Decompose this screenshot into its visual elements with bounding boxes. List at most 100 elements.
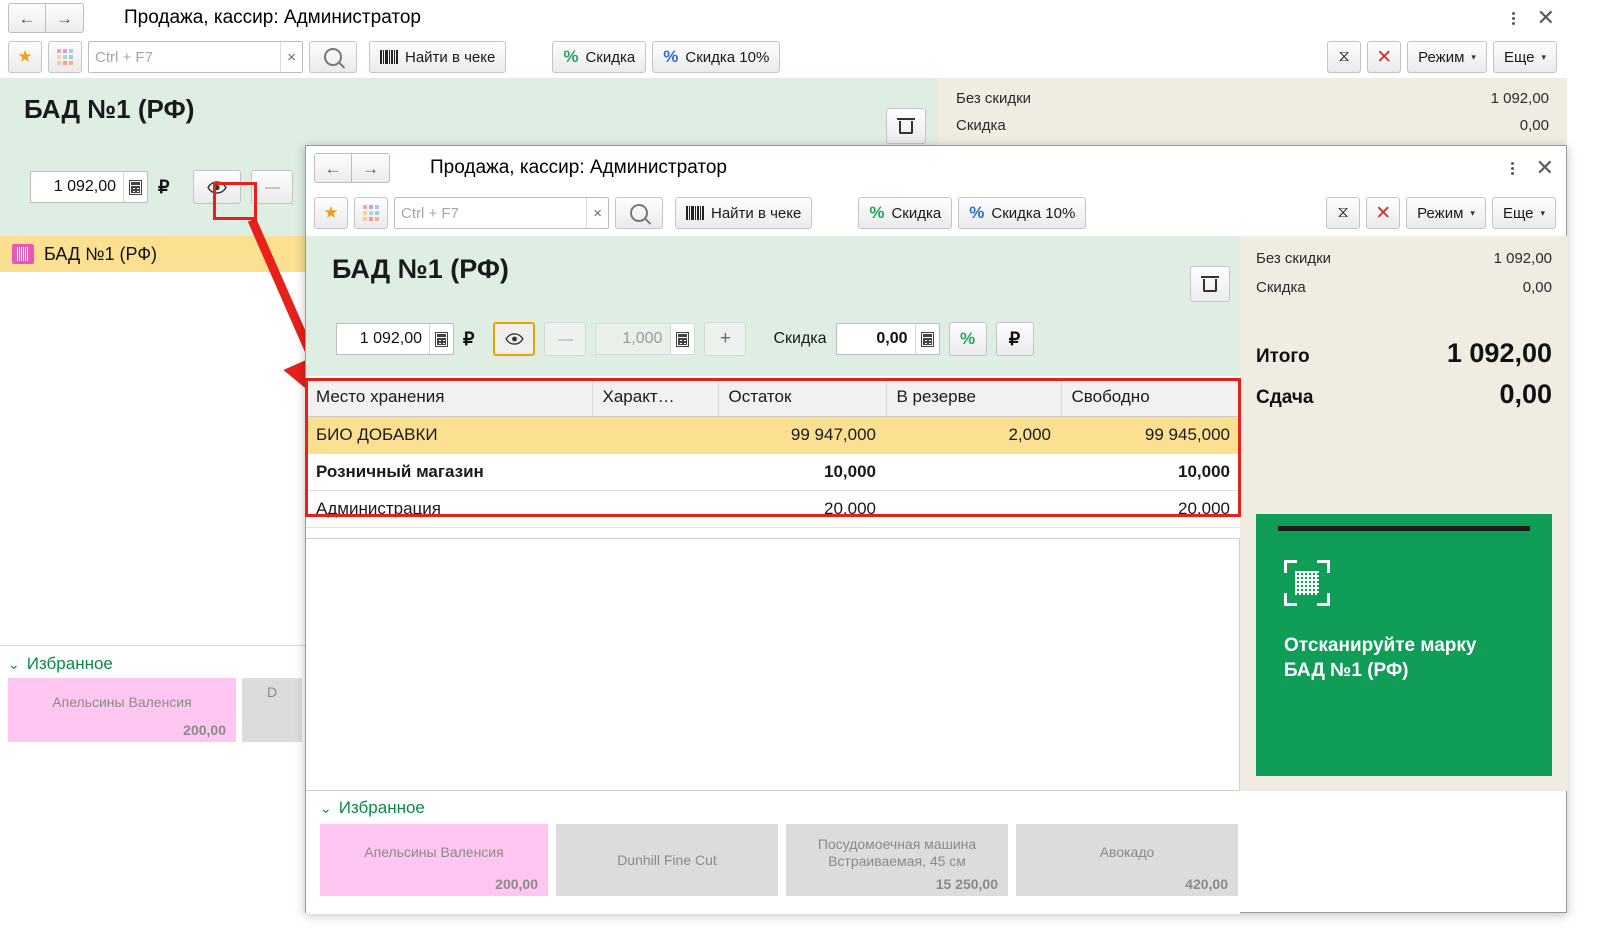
search-input[interactable]: Ctrl + F7 × xyxy=(394,197,609,229)
favorites-header[interactable]: ⌄ Избранное xyxy=(306,794,1240,824)
receipt-list-area[interactable] xyxy=(306,538,1240,791)
more-label: Еще xyxy=(1503,48,1535,66)
favorites-header[interactable]: ⌄ Избранное xyxy=(0,648,307,678)
mode-button[interactable]: Режим ▾ xyxy=(1407,41,1487,73)
close-icon[interactable]: ✕ xyxy=(1535,155,1554,180)
favorites-section-background: ⌄ Избранное Апельсины Валенсия 200,00 D xyxy=(0,648,307,758)
delete-line-button[interactable] xyxy=(1190,266,1230,302)
trash-icon xyxy=(897,118,915,134)
more-label: Еще xyxy=(1502,204,1534,222)
cell-place: Розничный магазин xyxy=(306,453,592,491)
discount-button[interactable]: % Скидка xyxy=(552,41,647,73)
back-button[interactable]: ← xyxy=(314,153,352,183)
cell-free: 10,000 xyxy=(1061,453,1240,491)
apps-button[interactable] xyxy=(354,197,388,229)
receipt-line-item[interactable]: БАД №1 (РФ) xyxy=(0,236,307,272)
percent-icon: % xyxy=(959,329,976,348)
favorites-tiles-background: Апельсины Валенсия 200,00 D xyxy=(0,678,307,742)
favorite-tile[interactable]: Апельсины Валенсия 200,00 xyxy=(320,824,548,896)
search-input[interactable]: Ctrl + F7 × xyxy=(88,41,303,73)
discount-percent-button[interactable]: % xyxy=(948,322,987,356)
increment-quantity-button[interactable]: + xyxy=(704,322,747,356)
table-row[interactable]: Розничный магазин 10,000 10,000 xyxy=(306,453,1240,491)
search-placeholder: Ctrl + F7 xyxy=(95,48,153,66)
calculator-icon[interactable] xyxy=(670,324,695,354)
kebab-icon[interactable] xyxy=(1508,161,1518,175)
clear-search-icon[interactable]: × xyxy=(586,198,602,228)
favorite-tile-name: Авокадо xyxy=(1099,844,1155,861)
favorite-tile[interactable]: Апельсины Валенсия 200,00 xyxy=(8,678,236,742)
kebab-icon[interactable] xyxy=(1509,11,1519,25)
favorites-tiles-foreground: Апельсины Валенсия 200,00 Dunhill Fine C… xyxy=(306,824,1240,896)
decrement-quantity-button[interactable]: — xyxy=(251,170,294,204)
discount-10-button[interactable]: % Скидка 10% xyxy=(958,197,1087,229)
discount-row: Скидка 0,00 xyxy=(1256,279,1552,296)
price-input[interactable]: 1 092,00 xyxy=(30,171,148,203)
grid-icon xyxy=(363,205,379,221)
favorite-tile[interactable]: Авокадо 420,00 xyxy=(1016,824,1238,896)
find-in-receipt-button[interactable]: Найти в чеке xyxy=(369,41,507,73)
pending-button[interactable]: ⧖ xyxy=(1327,41,1362,73)
column-header-place[interactable]: Место хранения xyxy=(306,378,593,417)
clear-search-icon[interactable]: × xyxy=(280,42,296,72)
favorite-tile[interactable]: Посудомоечная машина Встраиваемая, 45 см… xyxy=(786,824,1008,896)
show-stock-button[interactable] xyxy=(493,322,536,356)
favorite-tile-price: 200,00 xyxy=(495,876,538,892)
favorites-button[interactable]: ★ xyxy=(314,197,348,229)
nav-buttons-group: ← → xyxy=(8,3,84,33)
more-button[interactable]: Еще ▾ xyxy=(1491,197,1556,229)
search-button[interactable] xyxy=(615,197,663,229)
column-header-reserved[interactable]: В резерве xyxy=(886,378,1062,417)
cancel-button[interactable]: ✕ xyxy=(1366,197,1401,229)
pending-button[interactable]: ⧖ xyxy=(1326,197,1361,229)
scan-icon-wrap xyxy=(1284,560,1330,606)
scan-mark-panel[interactable]: Отсканируйте марку БАД №1 (РФ) xyxy=(1256,514,1552,776)
delete-line-button[interactable] xyxy=(886,108,926,144)
quantity-input[interactable]: 1,000 xyxy=(595,323,696,355)
favorites-button[interactable]: ★ xyxy=(8,41,42,73)
apps-button[interactable] xyxy=(48,41,82,73)
calculator-icon[interactable] xyxy=(123,172,147,202)
find-in-receipt-button[interactable]: Найти в чеке xyxy=(675,197,813,229)
scan-instruction-line2: БАД №1 (РФ) xyxy=(1284,659,1409,681)
mode-label: Режим xyxy=(1417,204,1464,222)
cancel-button[interactable]: ✕ xyxy=(1367,41,1402,73)
table-row[interactable]: БИО ДОБАВКИ 99 947,000 2,000 99 945,000 xyxy=(306,416,1240,454)
page-title: Продажа, кассир: Администратор xyxy=(124,7,421,28)
column-header-free[interactable]: Свободно xyxy=(1061,378,1240,417)
show-stock-button[interactable] xyxy=(193,170,242,204)
decrement-quantity-button[interactable]: — xyxy=(544,322,587,356)
red-cross-icon: ✕ xyxy=(1375,202,1392,224)
discount-label: Скидка xyxy=(956,117,1006,134)
discount-input[interactable]: 0,00 xyxy=(835,323,940,355)
discount-button[interactable]: % Скидка xyxy=(858,197,953,229)
back-button[interactable]: ← xyxy=(8,3,46,33)
price-input[interactable]: 1 092,00 xyxy=(336,323,454,355)
forward-button[interactable]: → xyxy=(46,3,84,33)
grid-icon xyxy=(57,49,73,65)
discount-amount-button[interactable]: ₽ xyxy=(995,322,1034,356)
cell-stock: 99 947,000 xyxy=(718,416,886,454)
discount-10-button[interactable]: % Скидка 10% xyxy=(652,41,781,73)
trash-icon xyxy=(1201,276,1219,292)
discount-10-label: Скидка 10% xyxy=(991,204,1076,222)
totals-panel-foreground: Без скидки 1 092,00 Скидка 0,00 Итого 1 … xyxy=(1240,236,1568,791)
favorite-tile[interactable]: D xyxy=(242,678,302,742)
column-header-stock[interactable]: Остаток xyxy=(718,378,887,417)
column-header-characteristic[interactable]: Характ… xyxy=(592,378,719,417)
more-button[interactable]: Еще ▾ xyxy=(1492,41,1557,73)
favorites-label: Избранное xyxy=(26,654,113,673)
cell-reserved xyxy=(886,453,1061,491)
discount-value: 0,00 xyxy=(1522,279,1552,296)
red-cross-icon: ✕ xyxy=(1376,46,1393,68)
discount-label: Скидка xyxy=(891,204,942,222)
forward-button[interactable]: → xyxy=(352,153,390,183)
close-icon[interactable]: ✕ xyxy=(1536,5,1555,30)
search-button[interactable] xyxy=(309,41,357,73)
calculator-icon[interactable] xyxy=(429,324,453,354)
mode-button[interactable]: Режим ▾ xyxy=(1406,197,1486,229)
favorite-tile[interactable]: Dunhill Fine Cut xyxy=(556,824,778,896)
calculator-icon[interactable] xyxy=(914,324,939,354)
table-row[interactable]: Администрация 20,000 20,000 xyxy=(306,490,1240,528)
cell-reserved: 2,000 xyxy=(886,416,1061,454)
